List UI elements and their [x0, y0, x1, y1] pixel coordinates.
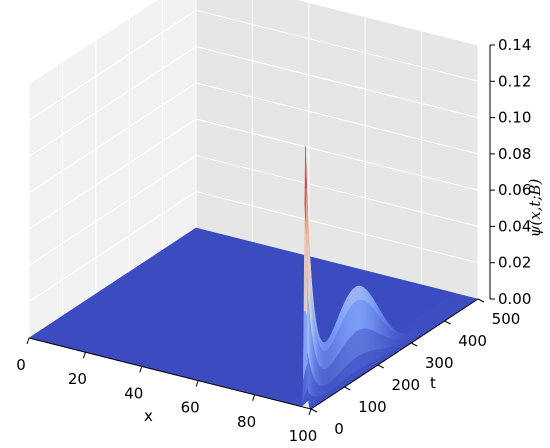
x-tick-label: 60 — [181, 399, 200, 417]
z-gridline — [28, 0, 479, 85]
z-axis-label: ψ(x,t;B) — [526, 178, 544, 237]
x-tick-label: 40 — [124, 384, 143, 402]
x-tick-mark — [139, 366, 143, 373]
x-tick-mark — [82, 352, 86, 359]
z-tick-label: 0.14 — [498, 36, 531, 54]
t-tick-mark — [410, 342, 418, 347]
surface — [28, 146, 479, 410]
x-tick-label: 0 — [16, 356, 26, 374]
t-tick-label: 400 — [458, 332, 487, 350]
x-tick-mark — [26, 337, 30, 345]
t-tick-mark — [444, 320, 451, 325]
t-tick-label: 200 — [391, 376, 420, 394]
x-tick-label: 100 — [289, 427, 318, 445]
axis-lines — [28, 45, 491, 410]
z-tick-label: 0.10 — [498, 109, 531, 127]
x-axis-line — [28, 337, 312, 410]
back-pane — [196, 0, 478, 299]
t-axis-label: t — [430, 374, 436, 392]
t-axis-line — [310, 298, 479, 410]
left-pane — [29, 0, 196, 338]
t-tick-label: 500 — [492, 310, 521, 328]
z-tick-label: 0.06 — [498, 181, 531, 199]
x-axis-label: x — [144, 407, 153, 425]
x-tick-mark — [308, 408, 312, 416]
t-tick-label: 300 — [425, 354, 454, 372]
z-tick-label: 0.12 — [498, 72, 531, 90]
t-tick-mark — [377, 364, 385, 369]
t-tick-mark — [477, 298, 485, 303]
x-tick-label: 80 — [237, 413, 256, 431]
t-tick-label: 100 — [358, 398, 387, 416]
t-tick-mark — [310, 408, 318, 413]
t-tick-mark — [344, 386, 351, 391]
z-tick-label: 0.00 — [498, 290, 531, 308]
z-tick-label: 0.04 — [498, 217, 531, 235]
z-tick-label: 0.02 — [498, 254, 531, 272]
x-tick-label: 20 — [68, 370, 87, 388]
t-tick-label: 0 — [334, 420, 344, 438]
x-tick-mark — [195, 380, 199, 387]
z-tick-label: 0.08 — [498, 145, 531, 163]
x-tick-mark — [252, 394, 256, 401]
